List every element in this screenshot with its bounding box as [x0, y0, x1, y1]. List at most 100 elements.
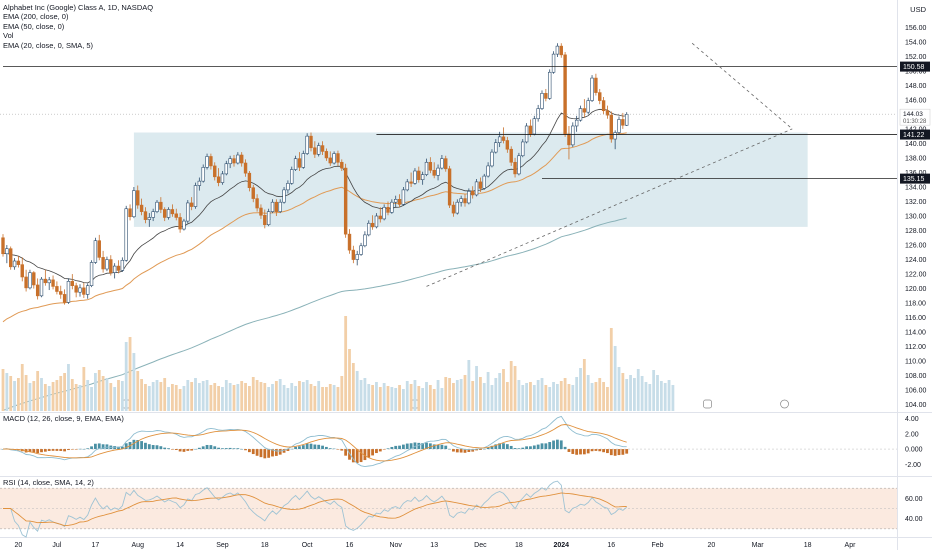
ema50-legend[interactable]: EMA (50, close, 0) — [3, 21, 65, 31]
price-tick-label: 108.00 — [905, 373, 927, 380]
volume-bar — [336, 387, 340, 411]
volume-legend[interactable]: Vol — [3, 31, 14, 41]
ema20-legend[interactable]: EMA (20, close, 0, SMA, 5) — [3, 40, 94, 50]
volume-bar — [136, 371, 140, 411]
candle — [590, 75, 594, 103]
candle — [555, 43, 560, 58]
candle-body — [70, 281, 75, 286]
candle — [74, 282, 78, 298]
macd-histogram-bar — [532, 445, 536, 450]
dashed-trendline — [691, 42, 793, 130]
macd-histogram-bar — [221, 448, 224, 450]
volume-bar — [648, 384, 652, 411]
candle — [55, 281, 59, 295]
candle-body — [609, 114, 614, 140]
time-axis[interactable]: 20 Jul 17 Aug 14 Sep 18 Oct 16 Nov 13 Dec 18 2024 16 Fe… — [15, 542, 857, 549]
time-tick-label: Jul — [52, 542, 61, 549]
candle — [444, 155, 448, 172]
volume-bar — [151, 382, 155, 411]
candle — [544, 88, 548, 102]
candle — [436, 164, 440, 181]
candle-body — [447, 168, 452, 206]
volume-bar — [248, 386, 251, 411]
candle-body — [109, 259, 113, 273]
candle-body — [417, 170, 421, 181]
candle — [547, 69, 552, 100]
candle-body — [467, 191, 471, 204]
macd-histogram-bar — [340, 449, 344, 451]
macd-histogram-bar — [186, 449, 190, 451]
macd-histogram-bar — [70, 449, 74, 450]
candle-body — [424, 161, 429, 175]
rsi-title[interactable]: RSI (14, close, SMA, 14, 2) — [3, 478, 94, 487]
macd-histogram-bar — [259, 449, 263, 458]
candle-body — [459, 198, 463, 203]
macd-histogram-bar — [205, 444, 209, 450]
volume-bar — [325, 387, 328, 411]
candle — [5, 245, 9, 264]
price-tick-label: 126.00 — [905, 243, 927, 250]
macd-histogram-bar — [590, 449, 594, 452]
volume-bar — [43, 384, 47, 411]
macd-histogram-bar — [479, 449, 482, 450]
candle — [39, 276, 44, 298]
macd-histogram-bar — [151, 445, 155, 450]
candle-body — [524, 125, 529, 143]
price-level-text: 135.15 — [903, 176, 925, 183]
volume-bar — [482, 383, 486, 411]
macd-histogram-bar — [194, 448, 197, 450]
volume-bar — [55, 380, 59, 411]
volume-bar — [240, 381, 244, 411]
volume-bar — [667, 380, 671, 411]
macd-histogram-bar — [74, 449, 78, 450]
candle — [259, 204, 263, 219]
macd-histogram-bar — [529, 446, 532, 450]
macd-histogram-bar — [167, 448, 170, 450]
macd-histogram-bar — [448, 448, 451, 450]
ema200-legend[interactable]: EMA (200, close, 0) — [3, 12, 69, 22]
macd-histogram-bar — [394, 445, 398, 450]
macd-histogram-bar — [317, 444, 321, 450]
volume-bar — [475, 366, 478, 411]
volume-bar — [78, 385, 82, 411]
price-pane[interactable] — [0, 42, 897, 411]
volume-bar — [421, 388, 425, 411]
candle-body — [55, 286, 59, 292]
macd-histogram-bar — [286, 449, 290, 451]
price-tick-label: 122.00 — [905, 272, 927, 279]
volume-bar — [132, 353, 136, 411]
macd-histogram-bar — [332, 448, 336, 450]
candle-body — [582, 108, 587, 113]
macd-histogram-bar — [351, 449, 355, 463]
candle-body — [536, 108, 540, 120]
candle — [9, 246, 13, 270]
candle — [447, 165, 452, 209]
macd-histogram-bar — [325, 446, 328, 450]
macd-histogram-bar — [390, 446, 394, 450]
macd-histogram-bar — [240, 448, 244, 450]
symbol-title[interactable]: Alphabet Inc (Google) Class A, 1D, NASDA… — [3, 3, 154, 12]
candle — [413, 168, 417, 185]
candle — [586, 97, 590, 115]
macd-histogram-bar — [571, 449, 575, 454]
rsi-pane[interactable]: 60.00 40.00 — [0, 480, 923, 538]
candle-body — [66, 281, 71, 303]
volume-bar — [40, 378, 43, 411]
candle — [216, 168, 221, 187]
volume-bar — [255, 380, 259, 411]
price-axis[interactable]: 156.00 154.00 152.00 150.00 148.00 146.00 144.… — [905, 25, 927, 409]
volume-bar — [120, 381, 124, 411]
macd-title[interactable]: MACD (12, 26, close, 9, EMA, EMA) — [3, 414, 124, 423]
candle-body — [139, 204, 144, 212]
rsi-tick-label: 60.00 — [905, 496, 923, 503]
currency-label[interactable]: USD — [910, 5, 926, 14]
volume-bar — [363, 378, 367, 411]
volume-bar — [244, 383, 247, 411]
macd-histogram-bar — [436, 444, 440, 450]
candle-body — [405, 181, 409, 191]
volume-bar — [163, 378, 167, 411]
volume-bar — [197, 383, 201, 411]
candle — [93, 237, 98, 264]
macd-pane[interactable]: 4.00 2.00 0.000 -2.00 — [0, 415, 923, 469]
